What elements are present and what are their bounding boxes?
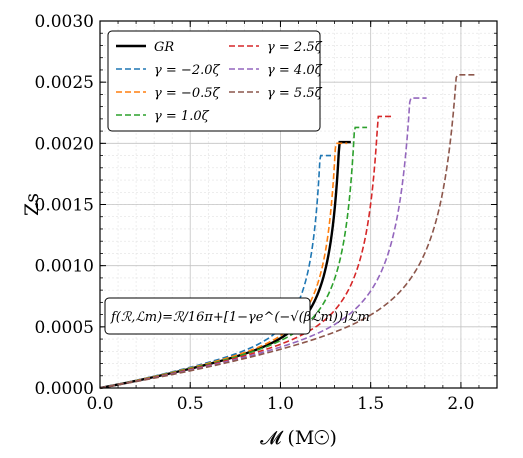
- x-axis-label: 𝓜 (M☉): [260, 427, 337, 449]
- y-tick-label: 0.0020: [35, 134, 94, 154]
- y-tick-label: 0.0025: [35, 73, 94, 93]
- series-line: [99, 154, 331, 389]
- formula-text: f(ℛ,ℒm)=ℛ/16π+[1−γe^(−√(βℒm))]ℒm: [110, 310, 370, 325]
- y-tick-label: 0.0005: [35, 318, 94, 338]
- series-line: [99, 115, 393, 389]
- tick-labels: 0.0 0.5 1.0 1.5 2.0 0.0000 0.0005 0.0010 0.0015 0…: [35, 12, 475, 414]
- legend-label: γ = 5.5ζ: [267, 86, 323, 101]
- y-tick-label: 0.0015: [35, 196, 94, 216]
- legend: GR γ = −2.0ζ γ = −0.5ζ γ = 1.0ζ γ = 2.5ζ γ = …: [107, 30, 323, 132]
- series-line: [99, 126, 368, 389]
- formula-annotation: f(ℛ,ℒm)=ℛ/16π+[1−γe^(−√(βℒm))]ℒm: [104, 297, 370, 335]
- x-tick-label: 1.5: [357, 394, 384, 414]
- y-tick-label: 0.0030: [35, 12, 94, 32]
- legend-label: γ = −0.5ζ: [154, 86, 220, 101]
- x-tick-label: 0.5: [177, 394, 204, 414]
- series-line: [99, 97, 427, 389]
- y-axis-label: Zs: [21, 193, 43, 216]
- ticks: [99, 20, 498, 389]
- legend-label: γ = 4.0ζ: [267, 63, 323, 78]
- series-layer: [99, 74, 478, 390]
- x-tick-label: 1.0: [267, 394, 294, 414]
- y-tick-label: 0.0010: [35, 257, 94, 277]
- legend-box: [107, 30, 321, 132]
- x-tick-label: 2.0: [447, 394, 474, 414]
- y-tick-label: 0.0000: [35, 379, 94, 399]
- series-line: [99, 74, 478, 389]
- formula-box: [104, 297, 311, 335]
- x-tick-label: 0.0: [86, 394, 113, 414]
- legend-label: γ = 1.0ζ: [154, 109, 210, 124]
- legend-label: γ = 2.5ζ: [267, 40, 323, 55]
- legend-label: GR: [154, 40, 174, 55]
- legend-label: γ = −2.0ζ: [154, 63, 220, 78]
